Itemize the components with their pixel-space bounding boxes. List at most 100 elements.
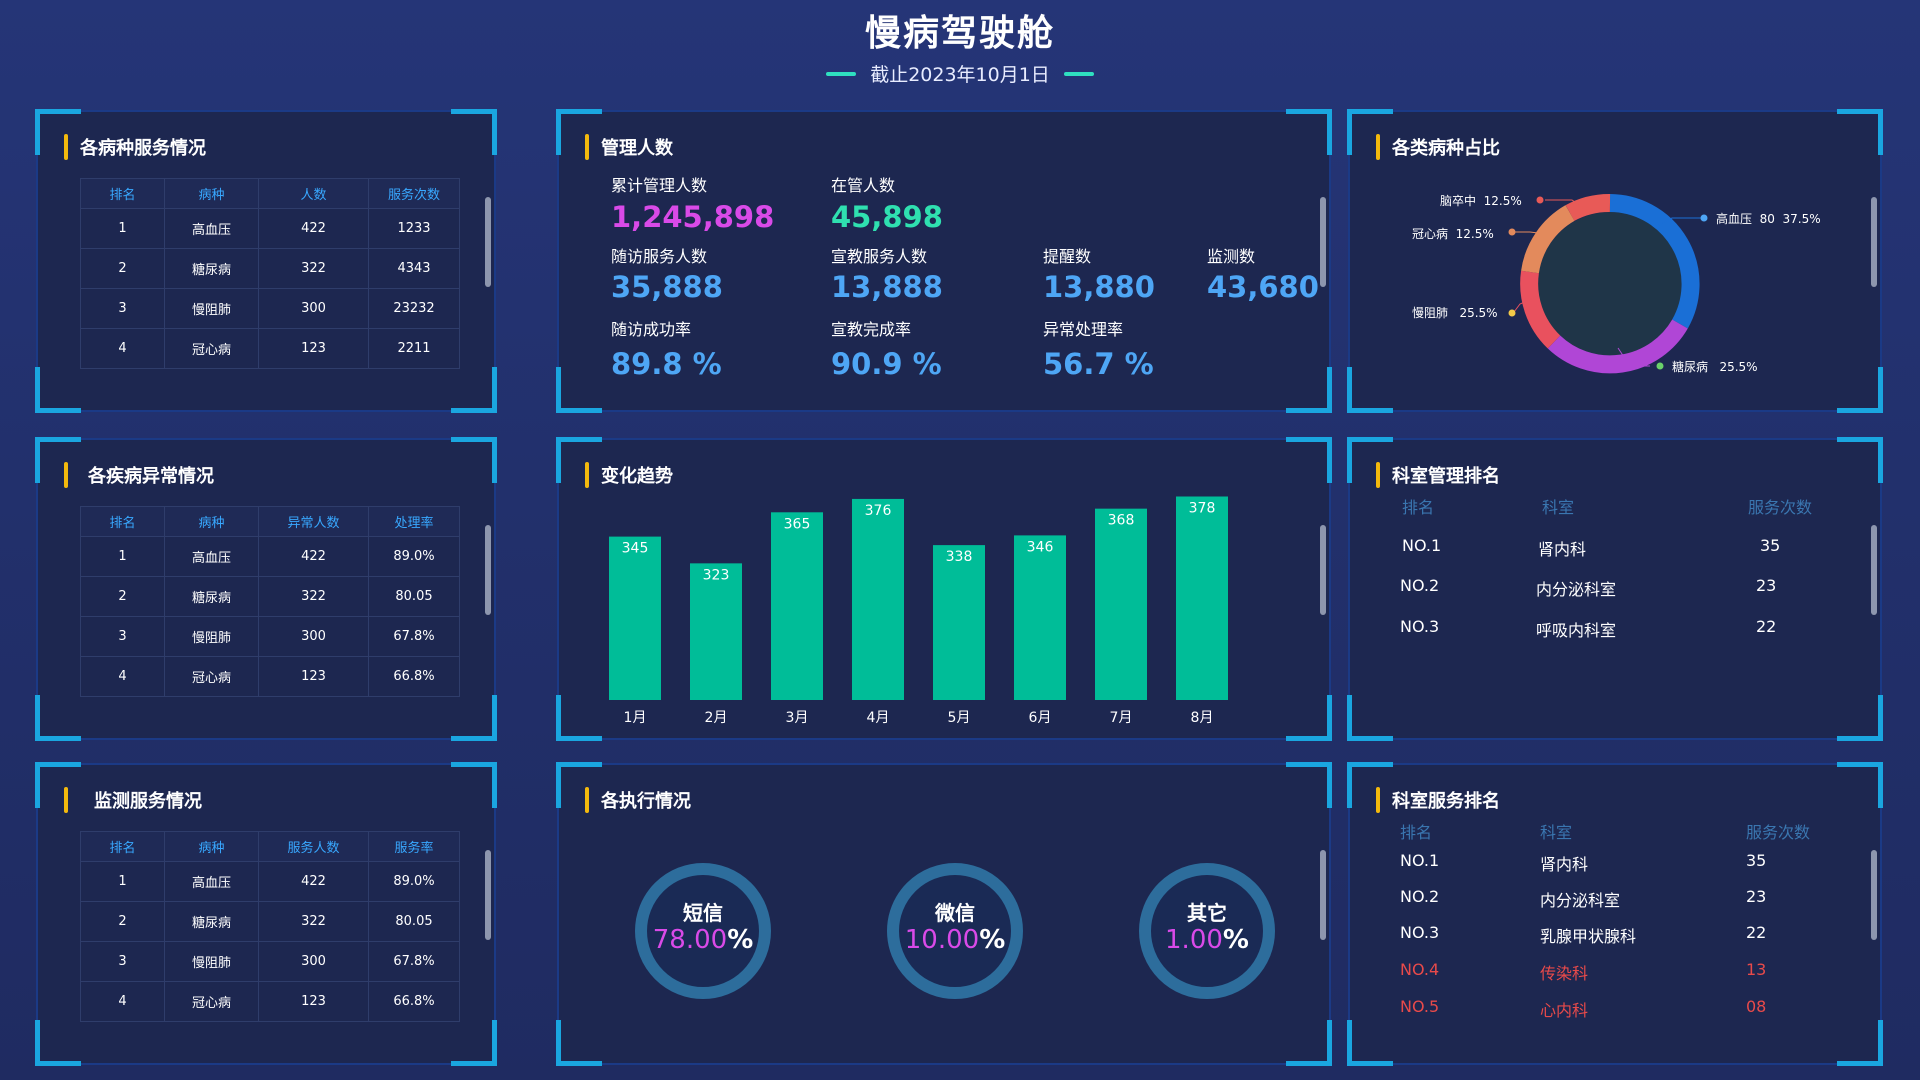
table-cell: 123 (258, 328, 369, 369)
corner-decoration (451, 1020, 497, 1066)
stat-label: 宣教服务人数 (831, 247, 928, 266)
table-row: 3 慢阻肺 300 23232 (80, 288, 460, 329)
table-row: 2 糖尿病 322 4343 (80, 248, 460, 289)
title-accent-bar (64, 134, 68, 160)
panel-title: 变化趋势 (585, 462, 673, 488)
scrollbar[interactable] (485, 525, 491, 615)
ring-label: 短信 (683, 901, 723, 925)
panel-title-text: 科室管理排名 (1392, 466, 1500, 487)
corner-decoration (1347, 367, 1393, 413)
corner-decoration (35, 437, 81, 483)
corner-decoration (35, 1020, 81, 1066)
table-cell: 慢阻肺 (164, 616, 259, 657)
stat-label: 在管人数 (831, 176, 896, 195)
table-cell: 23232 (368, 288, 460, 329)
disease-abnormal-panel: 各疾病异常情况 排名 病种 异常人数 处理率 1 高血压 422 89.0% 2… (35, 437, 497, 741)
ring-label: 其它 (1187, 901, 1227, 925)
rank-number: NO.5 (1400, 997, 1440, 1016)
column-header: 病种 (164, 506, 259, 537)
leader-line (1513, 296, 1537, 313)
donut-slice-stroke (1565, 194, 1611, 222)
rank-dept: 乳腺甲状腺科 (1540, 927, 1637, 946)
scrollbar[interactable] (485, 850, 491, 940)
table-row: 4 冠心病 123 2211 (80, 328, 460, 369)
column-header: 服务率 (368, 831, 460, 862)
panel-title-text: 各病种服务情况 (80, 138, 206, 159)
rank-count: 22 (1756, 617, 1777, 636)
table-cell: 422 (258, 208, 369, 249)
ring-icon (887, 863, 1023, 999)
title-accent-bar (585, 134, 589, 160)
ring-value-unit: % (979, 925, 1006, 955)
table-row: 2 糖尿病 322 80.05 (80, 901, 460, 942)
column-header: 处理率 (368, 506, 460, 537)
scrollbar[interactable] (1871, 850, 1877, 940)
panel-title-text: 各执行情况 (601, 791, 691, 812)
stat-label: 监测数 (1207, 247, 1256, 266)
scrollbar[interactable] (1320, 850, 1326, 940)
bar-8月 (1176, 496, 1228, 700)
title-accent-bar (585, 787, 589, 813)
scrollbar[interactable] (485, 197, 491, 287)
rank-count: 23 (1746, 887, 1767, 906)
bar-3月 (771, 512, 823, 700)
panel-title: 各病种服务情况 (64, 134, 206, 160)
rank-dept: 肾内科 (1538, 540, 1587, 559)
column-header: 服务次数 (368, 178, 460, 209)
page-title: 慢病驾驶舱 (864, 13, 1055, 54)
donut-label-stroke: 脑卒中 12.5% (1440, 194, 1522, 208)
rank-dept: 内分泌科室 (1536, 580, 1617, 599)
scrollbar[interactable] (1320, 525, 1326, 615)
table-cell: 123 (258, 656, 369, 697)
table-cell: 89.0% (368, 861, 460, 902)
disease-abnormal-table: 排名 病种 异常人数 处理率 1 高血压 422 89.0% 2 糖尿病 322… (80, 506, 460, 697)
column-header: 科室 (1540, 823, 1573, 842)
corner-decoration (556, 762, 602, 808)
rank-number: NO.4 (1400, 960, 1440, 979)
subtitle-row: 截止2023年10月1日 (0, 60, 1920, 87)
donut-slice-coronary (1521, 205, 1575, 274)
title-accent-bar (64, 787, 68, 813)
scrollbar[interactable] (1320, 197, 1326, 287)
column-header: 服务人数 (258, 831, 369, 862)
monitor-service-panel: 监测服务情况 排名 病种 服务人数 服务率 1 高血压 422 89.0% 2 … (35, 762, 497, 1066)
table-row: 1 高血压 422 1233 (80, 208, 460, 249)
table-row: 4 冠心病 123 66.8% (80, 656, 460, 697)
corner-decoration (1837, 1020, 1883, 1066)
leader-line (1545, 199, 1587, 211)
stat-value-abnormal-rate: 56.7 % (1043, 347, 1154, 381)
bar-4月 (852, 498, 904, 700)
x-tick-label: 4月 (867, 710, 890, 726)
dept-service-panel: 科室服务排名 排名 科室 服务次数 NO.1 肾内科 35 NO.2 内分泌科室… (1347, 762, 1883, 1066)
table-cell: 高血压 (164, 536, 259, 577)
donut-label-copd: 慢阻肺 25.5% (1412, 306, 1498, 320)
x-tick-label: 3月 (786, 710, 809, 726)
corner-decoration (451, 367, 497, 413)
panel-title-text: 各类病种占比 (1392, 138, 1500, 159)
table-cell: 4 (80, 981, 165, 1022)
corner-decoration (1347, 437, 1393, 483)
donut-slice-diabetes (1547, 319, 1688, 374)
table-row: 4 冠心病 123 66.8% (80, 981, 460, 1022)
corner-decoration (1347, 762, 1393, 808)
scrollbar[interactable] (1871, 525, 1877, 615)
table-cell: 66.8% (368, 656, 460, 697)
table-header-row: 排名 病种 服务人数 服务率 (80, 831, 460, 862)
table-row: 1 高血压 422 89.0% (80, 861, 460, 902)
corner-decoration (35, 695, 81, 741)
ring-value: 10.00% (885, 925, 1025, 955)
subtitle-right-dash (1063, 71, 1094, 76)
table-cell: 322 (258, 576, 369, 617)
title-accent-bar (1376, 787, 1380, 813)
corner-decoration (556, 437, 602, 483)
table-cell: 1 (80, 861, 165, 902)
column-header: 病种 (164, 831, 259, 862)
column-header: 人数 (258, 178, 369, 209)
bar-7月 (1095, 508, 1147, 700)
corner-decoration (556, 695, 602, 741)
panel-title-text: 科室服务排名 (1392, 791, 1500, 812)
table-cell: 422 (258, 861, 369, 902)
donut-label-hypertension: 高血压 80 37.5% (1716, 212, 1821, 226)
table-cell: 80.05 (368, 901, 460, 942)
scrollbar[interactable] (1871, 197, 1877, 287)
